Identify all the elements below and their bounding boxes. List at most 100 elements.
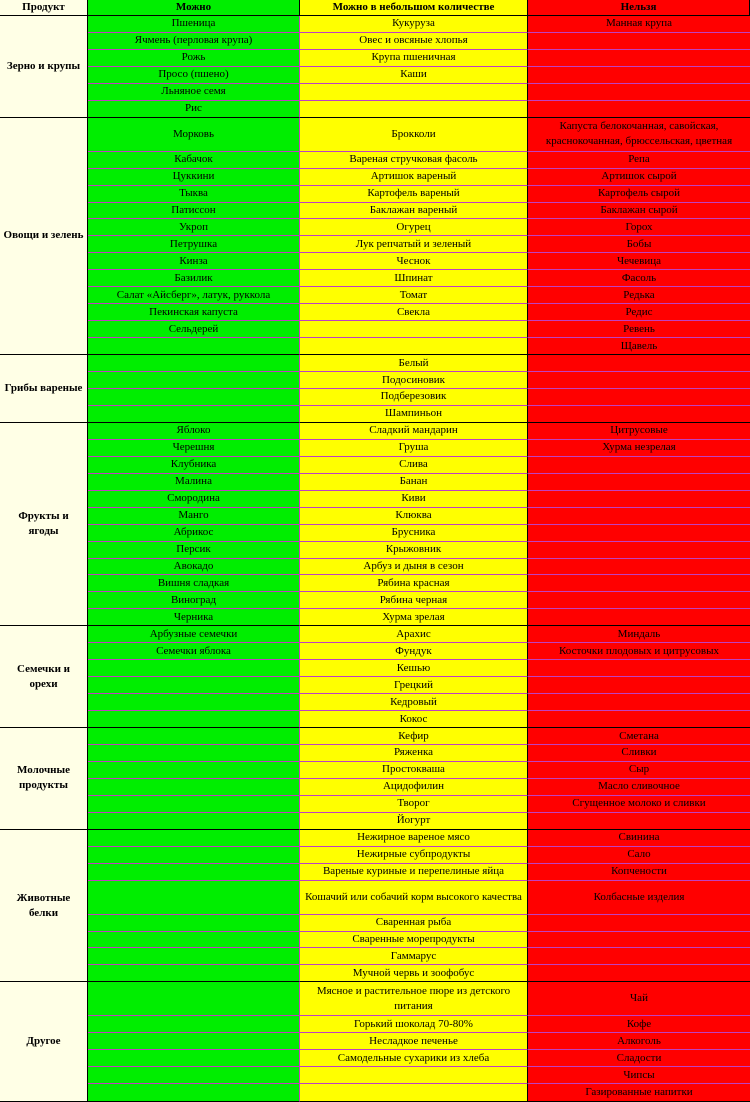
table-row: Льняное семя bbox=[0, 83, 750, 101]
limited-cell: Рябина черная bbox=[300, 592, 528, 610]
allowed-cell bbox=[88, 1067, 300, 1085]
table-row: Пекинская капуста Свекла Редис bbox=[0, 304, 750, 322]
limited-cell: Кедровый bbox=[300, 694, 528, 712]
allowed-cell bbox=[88, 694, 300, 712]
table-row: Вареные куриные и перепелиные яйца Копчен… bbox=[0, 863, 750, 881]
table-row: Клубника Слива bbox=[0, 456, 750, 474]
forbidden-cell bbox=[528, 389, 750, 406]
limited-cell: Кокос bbox=[300, 711, 528, 729]
limited-cell: Баклажан вареный bbox=[300, 202, 528, 220]
limited-cell: Груша bbox=[300, 439, 528, 457]
category-cell: Зерно и крупы bbox=[0, 16, 88, 118]
forbidden-cell bbox=[528, 490, 750, 508]
table-row: Нежирные субпродукты Сало bbox=[0, 846, 750, 864]
allowed-cell: Пекинская капуста bbox=[88, 304, 300, 322]
table-row: Подберезовик bbox=[0, 389, 750, 406]
limited-cell: Шампиньон bbox=[300, 405, 528, 423]
limited-cell: Свекла bbox=[300, 304, 528, 322]
limited-cell: Крупа пшеничная bbox=[300, 49, 528, 67]
limited-cell: Сваренные морепродукты bbox=[300, 931, 528, 949]
limited-cell: Подберезовик bbox=[300, 389, 528, 406]
allowed-cell bbox=[88, 338, 300, 356]
table-row: Животные белки Нежирное вареное мясо Свини… bbox=[0, 829, 750, 983]
allowed-cell bbox=[88, 745, 300, 762]
allowed-cell bbox=[88, 1033, 300, 1051]
table-row: Простокваша Сыр bbox=[0, 761, 750, 779]
forbidden-cell: Артишок сырой bbox=[528, 168, 750, 186]
forbidden-cell: Косточки плодовых и цитрусовых bbox=[528, 643, 750, 661]
table-row: Абрикос Брусника bbox=[0, 524, 750, 542]
limited-cell: Томат bbox=[300, 287, 528, 305]
forbidden-cell: Масло сливочное bbox=[528, 778, 750, 796]
forbidden-cell bbox=[528, 541, 750, 559]
allowed-cell bbox=[88, 846, 300, 864]
allowed-cell bbox=[88, 389, 300, 406]
table-row: Газированные напитки bbox=[0, 1084, 750, 1102]
limited-cell: Ряженка bbox=[300, 745, 528, 762]
forbidden-cell: Кофе bbox=[528, 1016, 750, 1034]
forbidden-cell: Чечевица bbox=[528, 253, 750, 271]
limited-cell: Вареная стручковая фасоль bbox=[300, 151, 528, 169]
forbidden-cell: Миндаль bbox=[528, 626, 750, 644]
limited-cell: Кошачий или собачий корм высокого качест… bbox=[300, 880, 528, 915]
forbidden-cell bbox=[528, 524, 750, 542]
forbidden-cell bbox=[528, 575, 750, 593]
forbidden-cell: Баклажан сырой bbox=[528, 202, 750, 220]
allowed-cell bbox=[88, 829, 300, 847]
table-row: Щавель bbox=[0, 338, 750, 356]
limited-cell: Кешью bbox=[300, 660, 528, 678]
forbidden-cell: Щавель bbox=[528, 338, 750, 356]
forbidden-cell: Горох bbox=[528, 219, 750, 237]
table-row: Авокадо Арбуз и дыня в сезон bbox=[0, 558, 750, 576]
limited-cell: Брокколи bbox=[300, 117, 528, 152]
header-allowed: Можно bbox=[88, 0, 300, 16]
forbidden-cell bbox=[528, 711, 750, 729]
limited-cell: Подосиновик bbox=[300, 372, 528, 389]
limited-cell: Мучной червь и зоофобус bbox=[300, 965, 528, 983]
limited-cell: Гаммарус bbox=[300, 948, 528, 966]
forbidden-cell bbox=[528, 948, 750, 966]
limited-cell: Вареные куриные и перепелиные яйца bbox=[300, 863, 528, 881]
table-row: Кокос bbox=[0, 711, 750, 729]
allowed-cell: Кинза bbox=[88, 253, 300, 271]
forbidden-cell bbox=[528, 49, 750, 67]
forbidden-cell: Цитрусовые bbox=[528, 422, 750, 440]
forbidden-cell: Сладости bbox=[528, 1050, 750, 1068]
limited-cell: Киви bbox=[300, 490, 528, 508]
forbidden-cell: Газированные напитки bbox=[528, 1084, 750, 1102]
allowed-cell: Патиссон bbox=[88, 202, 300, 220]
allowed-cell: Сельдерей bbox=[88, 321, 300, 339]
allowed-cell bbox=[88, 405, 300, 423]
category-cell: Другое bbox=[0, 982, 88, 1102]
limited-cell bbox=[300, 83, 528, 101]
table-row: Подосиновик bbox=[0, 372, 750, 389]
allowed-cell bbox=[88, 914, 300, 932]
table-body: Зерно и крупы Пшеница Кукуруза Манная крупа… bbox=[0, 16, 750, 1102]
limited-cell bbox=[300, 1067, 528, 1085]
allowed-cell: Семечки яблока bbox=[88, 643, 300, 661]
limited-cell: Творог bbox=[300, 795, 528, 813]
limited-cell: Фундук bbox=[300, 643, 528, 661]
allowed-cell bbox=[88, 728, 300, 746]
limited-cell bbox=[300, 100, 528, 118]
limited-cell: Ацидофилин bbox=[300, 778, 528, 796]
forbidden-cell bbox=[528, 507, 750, 525]
allowed-cell bbox=[88, 711, 300, 729]
allowed-cell bbox=[88, 660, 300, 678]
table-row: Кабачок Вареная стручковая фасоль Репа bbox=[0, 151, 750, 169]
forbidden-cell: Репа bbox=[528, 151, 750, 169]
table-row: Сваренные морепродукты bbox=[0, 931, 750, 949]
forbidden-cell: Чипсы bbox=[528, 1067, 750, 1085]
limited-cell: Горький шоколад 70-80% bbox=[300, 1016, 528, 1034]
forbidden-cell bbox=[528, 558, 750, 576]
allowed-cell: Абрикос bbox=[88, 524, 300, 542]
table-row: Черешня Груша Хурма незрелая bbox=[0, 439, 750, 457]
table-row: Виноград Рябина черная bbox=[0, 592, 750, 610]
allowed-cell bbox=[88, 880, 300, 915]
table-row: Укроп Огурец Горох bbox=[0, 219, 750, 237]
table-row: Салат «Айсберг», латук, руккола Томат Редь… bbox=[0, 287, 750, 305]
table-row: Кошачий или собачий корм высокого качест… bbox=[0, 880, 750, 915]
table-row: Кинза Чеснок Чечевица bbox=[0, 253, 750, 271]
allowed-cell: Смородина bbox=[88, 490, 300, 508]
